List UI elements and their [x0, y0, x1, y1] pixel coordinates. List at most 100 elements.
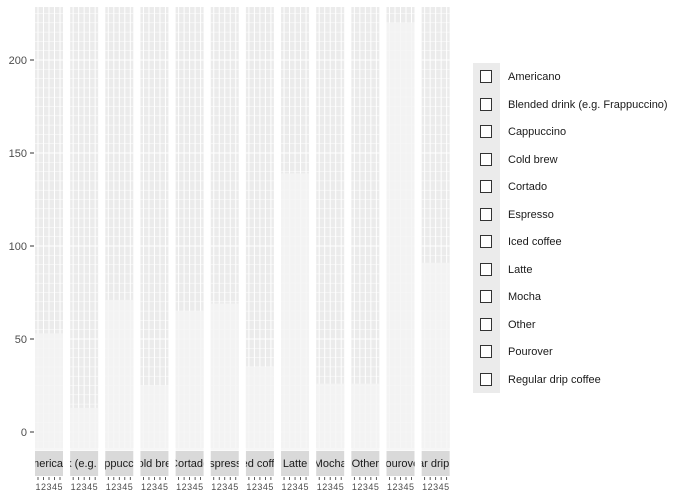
strip-label: Espresso: [202, 458, 248, 470]
legend-swatch: [480, 97, 492, 111]
x-tick-label: 3: [152, 482, 157, 492]
panel-other: Other 1 2 3 4 5: [351, 7, 380, 492]
x-tick-label: 4: [157, 482, 162, 492]
strip-label: Americano: [23, 458, 76, 470]
x-tick-label: 4: [52, 482, 57, 492]
strip-label: Other: [352, 458, 380, 470]
y-tick-label: 50: [15, 334, 27, 346]
bar: [175, 311, 204, 451]
legend-key: [473, 118, 500, 146]
bar: [386, 22, 415, 451]
x-tick-label: 3: [46, 482, 51, 492]
legend-key: [473, 90, 500, 118]
legend-swatch: [480, 290, 492, 303]
legend-swatch: [480, 207, 492, 221]
x-tick-label: 2: [392, 482, 397, 492]
legend-item: Americano: [473, 63, 698, 91]
x-tick-label: 3: [117, 482, 122, 492]
x-tick-label: 1: [387, 482, 392, 492]
x-tick-label: 5: [163, 482, 168, 492]
x-tick-label: 2: [146, 482, 151, 492]
x-tick-label: 1: [176, 482, 181, 492]
legend-key: [473, 228, 500, 256]
legend-key: [473, 310, 500, 338]
strip-background: [245, 451, 274, 476]
legend-key: [473, 145, 500, 173]
legend-item: Latte: [473, 255, 698, 283]
strip-label: Pourover: [378, 458, 423, 470]
legend-key: [473, 255, 500, 283]
legend-key: [473, 63, 500, 91]
strip-background: [316, 451, 345, 476]
x-tick-label: 3: [328, 482, 333, 492]
y-tick-label: 200: [9, 55, 27, 67]
panel-espresso: Espresso 1 2 3 4 5: [202, 7, 248, 492]
panel-mocha: Mocha 1 2 3 4 5: [316, 7, 345, 492]
x-tick-label: 2: [252, 482, 257, 492]
x-tick-label: 5: [93, 482, 98, 492]
x-tick-label: 2: [217, 482, 222, 492]
x-tick-label: 1: [422, 482, 427, 492]
legend-label: Other: [508, 318, 536, 331]
x-tick-label: 3: [222, 482, 227, 492]
bar: [316, 383, 345, 451]
x-tick-label: 1: [211, 482, 216, 492]
y-tick-label: 100: [9, 241, 27, 253]
x-tick-label: 5: [339, 482, 344, 492]
bar: [245, 366, 274, 451]
x-tick-label: 1: [352, 482, 357, 492]
strip-label: Latte: [283, 458, 307, 470]
legend-key: [473, 283, 500, 311]
bar: [35, 333, 63, 451]
x-tick-label: 2: [41, 482, 46, 492]
strip-background: [105, 451, 134, 476]
bar: [421, 262, 450, 451]
bar: [351, 383, 380, 451]
legend-swatch: [480, 372, 492, 386]
bar: [70, 407, 99, 451]
legend-key: [473, 200, 500, 228]
legend-item: Mocha: [473, 283, 698, 311]
x-tick-label: 4: [87, 482, 92, 492]
panel-latte: Latte 1 2 3 4 5: [281, 7, 310, 492]
x-tick-label: 4: [298, 482, 303, 492]
legend-item: Pourover: [473, 338, 698, 366]
x-tick-label: 2: [322, 482, 327, 492]
x-tick-label: 4: [228, 482, 233, 492]
legend-label: Espresso: [508, 208, 554, 221]
strip-label: Iced coffee: [233, 458, 287, 470]
strip-background: [175, 451, 204, 476]
x-tick-label: 5: [233, 482, 238, 492]
y-tick-label: 0: [21, 427, 27, 439]
panel-pourover: Pourover 1 2 3 4 5: [378, 7, 423, 492]
legend-swatch: [480, 262, 492, 276]
strip-background: [281, 451, 310, 476]
bar: [281, 173, 310, 451]
legend-item: Regular drip coffee: [473, 365, 698, 393]
legend-label: Blended drink (e.g. Frappuccino): [508, 98, 668, 111]
legend: Americano Blended drink (e.g. Frappuccino…: [473, 63, 698, 393]
legend-label: Cold brew: [508, 153, 558, 166]
legend-label: Pourover: [508, 346, 553, 358]
x-tick-label: 4: [263, 482, 268, 492]
x-tick-label: 5: [128, 482, 133, 492]
legend-swatch: [480, 317, 492, 331]
strip-label: Cortado: [170, 458, 209, 470]
legend-swatch: [480, 125, 492, 138]
strip-background: [421, 451, 450, 476]
strip-label: Blended drink (e.g. Frappuccino): [4, 458, 164, 470]
x-tick-label: 2: [428, 482, 433, 492]
legend-item: Cortado: [473, 173, 698, 201]
legend-label: Cortado: [508, 181, 548, 193]
x-tick-label: 5: [374, 482, 379, 492]
legend-key: [473, 173, 500, 201]
legend-item: Iced coffee: [473, 228, 698, 256]
x-tick-label: 4: [193, 482, 198, 492]
x-tick-label: 3: [293, 482, 298, 492]
strip-background: [386, 451, 415, 476]
legend-swatch: [480, 180, 492, 193]
x-tick-label: 4: [333, 482, 338, 492]
